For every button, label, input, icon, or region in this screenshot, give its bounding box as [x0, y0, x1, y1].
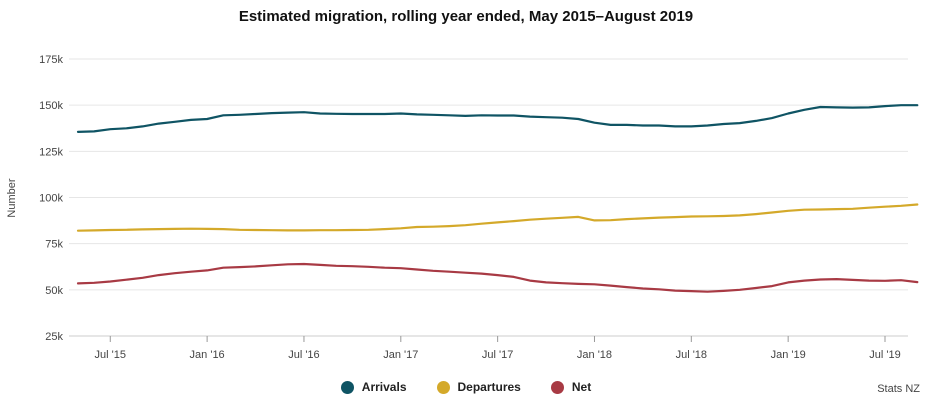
legend: Arrivals Departures Net	[0, 380, 932, 394]
y-tick-label: 75k	[45, 239, 63, 251]
chart-title: Estimated migration, rolling year ended,…	[238, 8, 694, 25]
x-tick-label: Jan '17	[383, 349, 418, 361]
y-tick-label: 50k	[45, 285, 63, 297]
y-tick-label: 150k	[39, 100, 63, 112]
y-tick-labels: 25k 50k 75k 100k 125k 150k 175k	[39, 54, 63, 343]
series-line-arrivals	[76, 104, 919, 133]
x-tick-label: Jul '16	[288, 349, 319, 361]
grid-lines	[69, 58, 908, 337]
line-chart: 25k 50k 75k 100k 125k 150k 175k Jul '15 Jan '16…	[39, 54, 919, 361]
x-tick-label: Jan '18	[577, 349, 612, 361]
legend-item-arrivals[interactable]: Arrivals	[340, 380, 407, 394]
source-credit: Stats NZ	[877, 383, 920, 395]
y-tick-label: 175k	[39, 54, 63, 66]
series-lines	[76, 104, 919, 293]
y-tick-label: 100k	[39, 193, 63, 205]
x-tick-label: Jul '15	[95, 349, 126, 361]
legend-item-departures[interactable]: Departures	[436, 380, 521, 394]
legend-label-net: Net	[571, 380, 592, 394]
legend-item-net[interactable]: Net	[550, 380, 592, 394]
legend-label-departures: Departures	[457, 380, 521, 394]
x-tick-label: Jul '19	[869, 349, 900, 361]
y-tick-label: 125k	[39, 146, 63, 158]
x-tick-label: Jul '17	[482, 349, 513, 361]
legend-label-arrivals: Arrivals	[361, 380, 407, 394]
x-tick-label: Jan '19	[771, 349, 806, 361]
series-line-departures	[76, 203, 919, 232]
departures-legend-marker	[436, 380, 450, 394]
y-tick-label: 25k	[45, 331, 63, 343]
arrivals-legend-marker	[340, 380, 354, 394]
x-tick-label: Jul '18	[676, 349, 707, 361]
x-tick-label: Jan '16	[190, 349, 225, 361]
net-legend-marker	[550, 380, 564, 394]
series-line-net	[76, 262, 919, 293]
x-ticks: Jul '15 Jan '16 Jul '16 Jan '17 Jul '17 Jan '…	[95, 336, 901, 361]
